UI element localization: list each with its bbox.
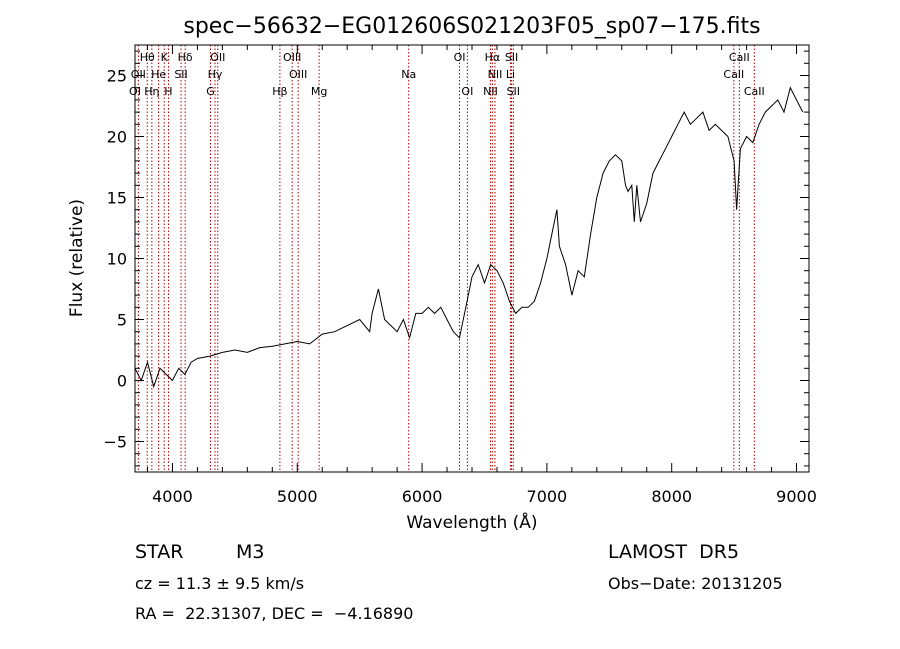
line-marker-label-0: Hθ	[140, 51, 155, 64]
y-tick-label-25: 25	[107, 67, 127, 86]
x-axis-label: Wavelength (Å)	[406, 511, 537, 533]
ra-dec-coordinates: RA = 22.31307, DEC = −4.16890	[135, 604, 414, 623]
chart-title: spec−56632−EG012606S021203F05_sp07−175.f…	[183, 14, 760, 39]
x-axis-ticks: 4000 5000 6000 7000 8000 9000	[146, 45, 817, 506]
object-subclass: M3	[236, 541, 265, 563]
x-tick-label-4000: 4000	[152, 487, 193, 506]
y-tick-label-10: 10	[107, 250, 127, 269]
line-marker-label-21: G	[206, 85, 215, 98]
line-marker-label-11: SII	[174, 68, 187, 81]
line-marker-label-1: K	[161, 51, 169, 64]
line-marker-label-27: CaII	[744, 85, 765, 98]
object-type: STAR	[135, 541, 184, 563]
x-tick-label-6000: 6000	[402, 487, 443, 506]
line-marker-label-19: Hη	[144, 85, 159, 98]
y-tick-label-0: 0	[117, 372, 127, 391]
line-markers	[134, 45, 755, 472]
line-marker-label-14: Na	[401, 68, 416, 81]
line-marker-label-22: Hβ	[272, 85, 287, 98]
line-marker-label-5: OI	[454, 51, 466, 64]
line-marker-label-7: SII	[505, 51, 518, 64]
line-marker-label-25: NII	[483, 85, 498, 98]
spectrum-line	[134, 86, 804, 389]
x-tick-label-7000: 7000	[527, 487, 568, 506]
line-marker-label-6: Hα	[485, 51, 501, 64]
line-marker-label-24: OI	[461, 85, 473, 98]
observation-date: Obs−Date: 20131205	[608, 574, 783, 593]
line-marker-label-8: CaII	[729, 51, 750, 64]
y-tick-label-15: 15	[107, 189, 127, 208]
line-marker-label-26: SII	[507, 85, 520, 98]
redshift-cz: cz = 11.3 ± 9.5 km/s	[135, 574, 305, 593]
line-marker-label-10: He	[151, 68, 166, 81]
line-marker-label-9: OII	[131, 68, 146, 81]
line-marker-label-16: Li	[506, 68, 515, 81]
line-marker-label-3: OII	[210, 51, 225, 64]
plot-frame	[134, 44, 810, 473]
x-tick-label-8000: 8000	[651, 487, 692, 506]
y-tick-label-20: 20	[107, 128, 127, 147]
survey-name: LAMOST DR5	[608, 541, 740, 563]
x-tick-label-5000: 5000	[277, 487, 318, 506]
line-marker-label-23: Mg	[311, 85, 327, 98]
y-axis-label: Flux (relative)	[67, 199, 87, 317]
line-marker-label-17: CaII	[723, 68, 744, 81]
y-tick-label--5: −5	[103, 433, 127, 452]
line-marker-label-20: H	[164, 85, 172, 98]
line-marker-label-15: NII	[488, 68, 503, 81]
line-marker-label-12: Hγ	[208, 68, 223, 81]
line-marker-label-2: Hδ	[178, 51, 193, 64]
line-marker-label-4: OIII	[283, 51, 301, 64]
line-marker-label-13: OIII	[289, 68, 307, 81]
y-axis-ticks: −5 0 5 10 15 20 25	[103, 50, 809, 467]
y-tick-label-5: 5	[117, 311, 127, 330]
line-marker-labels: Hθ K Hδ OII OIII OI Hα SII CaII OII He SII Hγ OIII Na N…	[129, 51, 765, 98]
x-tick-label-9000: 9000	[776, 487, 817, 506]
